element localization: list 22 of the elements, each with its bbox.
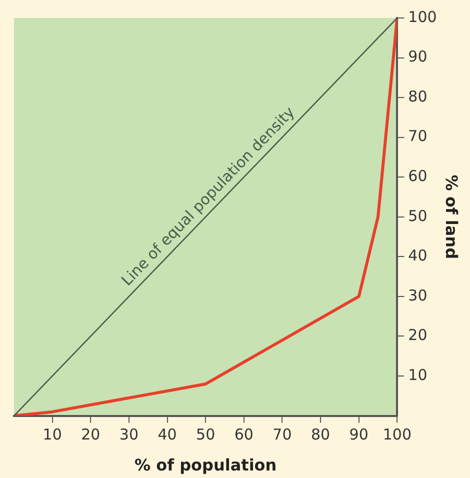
x-tick-label: 40 — [158, 426, 177, 444]
x-tick-label: 30 — [119, 426, 138, 444]
y-tick-label: 70 — [408, 127, 428, 146]
x-tick-label: 10 — [42, 426, 62, 444]
y-tick-label: 90 — [408, 48, 428, 66]
y-tick-label: 100 — [408, 8, 437, 26]
x-tick-label: 20 — [81, 426, 100, 444]
y-tick-label: 10 — [408, 366, 428, 384]
x-tick-label: 100 — [382, 426, 412, 444]
x-tick-label: 60 — [234, 426, 254, 444]
x-tick-label: 80 — [310, 426, 330, 444]
x-tick-label: 50 — [196, 426, 216, 444]
x-axis-title: % of population — [134, 456, 277, 475]
y-axis-title: % of land — [442, 174, 462, 260]
y-tick-label: 80 — [408, 87, 428, 106]
y-tick-label: 30 — [408, 286, 428, 304]
y-tick-label: 40 — [408, 246, 428, 265]
x-tick-label: 90 — [349, 426, 368, 444]
y-tick-label: 60 — [408, 167, 428, 186]
y-tick-label: 20 — [408, 326, 428, 344]
y-tick-label: 50 — [408, 206, 428, 225]
x-tick-label: 70 — [272, 426, 292, 444]
